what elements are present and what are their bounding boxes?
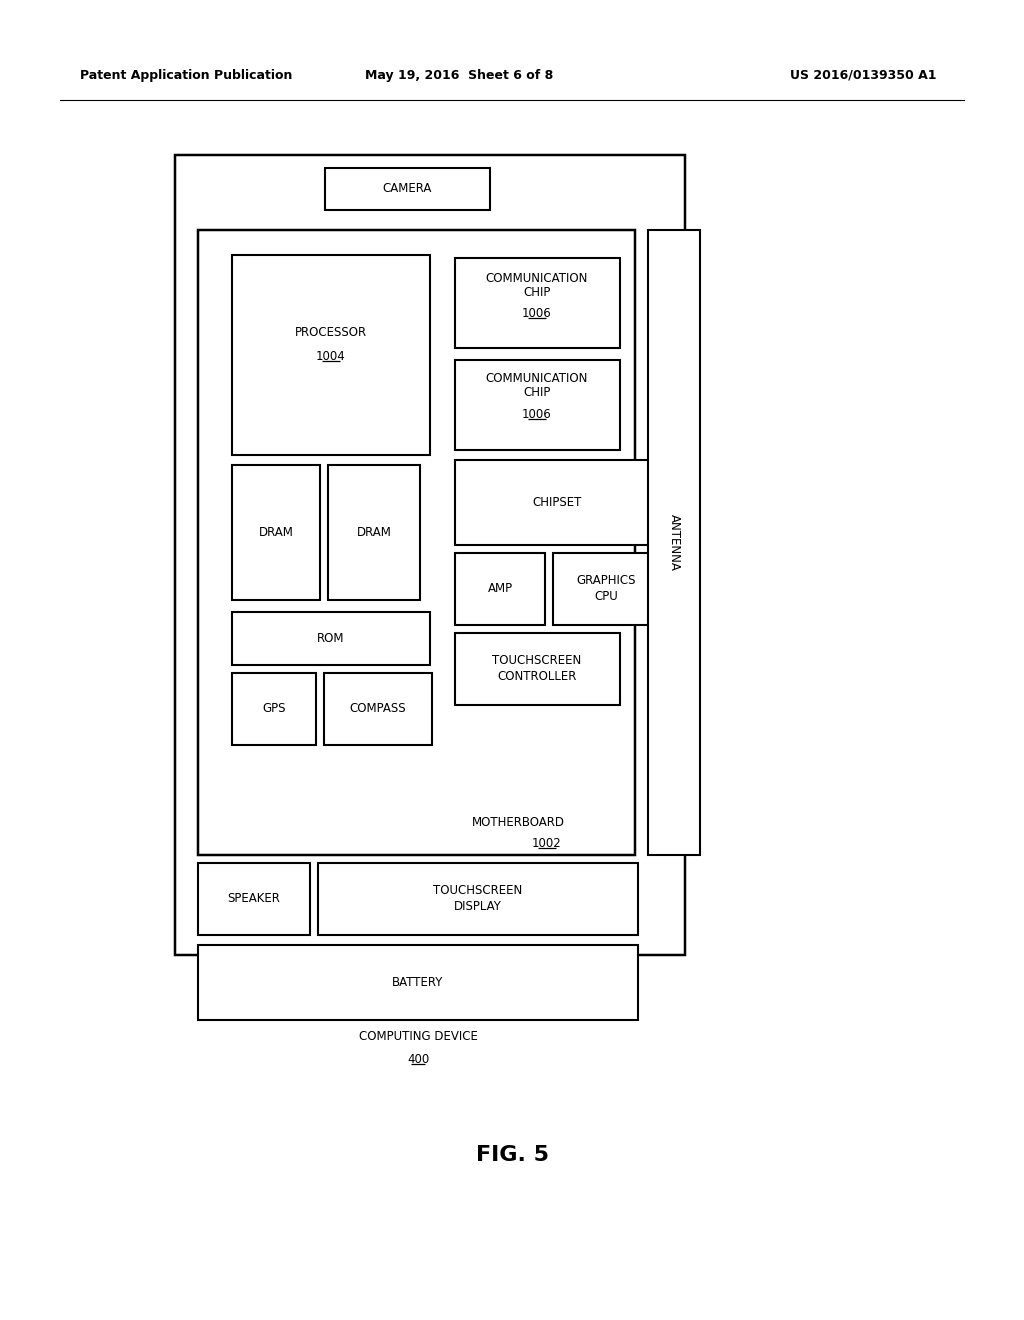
- Text: CONTROLLER: CONTROLLER: [498, 671, 577, 684]
- Text: 1002: 1002: [532, 837, 562, 850]
- Text: Patent Application Publication: Patent Application Publication: [80, 69, 293, 82]
- Bar: [175, 154, 685, 954]
- Text: AMP: AMP: [487, 582, 513, 595]
- Text: 1006: 1006: [522, 308, 552, 319]
- Text: PROCESSOR: PROCESSOR: [295, 326, 367, 338]
- Bar: [232, 612, 430, 665]
- Text: 1004: 1004: [316, 350, 346, 363]
- Bar: [325, 168, 490, 210]
- Bar: [198, 863, 310, 935]
- Bar: [455, 634, 620, 705]
- Text: COMPASS: COMPASS: [349, 702, 407, 715]
- Text: ROM: ROM: [317, 631, 345, 644]
- Text: 400: 400: [407, 1053, 429, 1067]
- Bar: [198, 945, 638, 1020]
- Text: GPS: GPS: [262, 702, 286, 715]
- Text: CHIP: CHIP: [523, 285, 551, 298]
- Text: FIG. 5: FIG. 5: [475, 1144, 549, 1166]
- Text: TOUCHSCREEN: TOUCHSCREEN: [493, 655, 582, 668]
- Text: COMMUNICATION: COMMUNICATION: [485, 372, 588, 385]
- Text: COMMUNICATION: COMMUNICATION: [485, 272, 588, 285]
- Bar: [648, 230, 700, 855]
- Bar: [455, 360, 620, 450]
- Bar: [232, 255, 430, 455]
- Text: DRAM: DRAM: [356, 525, 391, 539]
- Text: MOTHERBOARD: MOTHERBOARD: [472, 817, 565, 829]
- Bar: [455, 553, 545, 624]
- Text: 1006: 1006: [522, 408, 552, 421]
- Bar: [553, 553, 660, 624]
- Text: CPU: CPU: [594, 590, 617, 603]
- Text: COMPUTING DEVICE: COMPUTING DEVICE: [358, 1031, 477, 1044]
- Bar: [232, 465, 319, 601]
- Bar: [455, 459, 660, 545]
- Bar: [455, 257, 620, 348]
- Bar: [232, 673, 316, 744]
- Text: CAMERA: CAMERA: [382, 182, 432, 195]
- Bar: [328, 465, 420, 601]
- Text: TOUCHSCREEN: TOUCHSCREEN: [433, 884, 522, 898]
- Text: ANTENNA: ANTENNA: [668, 513, 681, 570]
- Bar: [198, 230, 635, 855]
- Text: GRAPHICS: GRAPHICS: [577, 574, 636, 587]
- Text: May 19, 2016  Sheet 6 of 8: May 19, 2016 Sheet 6 of 8: [365, 69, 553, 82]
- Bar: [324, 673, 432, 744]
- Text: CHIP: CHIP: [523, 387, 551, 400]
- Text: CHIPSET: CHIPSET: [532, 495, 582, 508]
- Text: DRAM: DRAM: [259, 525, 294, 539]
- Text: US 2016/0139350 A1: US 2016/0139350 A1: [790, 69, 937, 82]
- Text: SPEAKER: SPEAKER: [227, 892, 281, 906]
- Bar: [318, 863, 638, 935]
- Text: DISPLAY: DISPLAY: [454, 900, 502, 913]
- Text: BATTERY: BATTERY: [392, 975, 443, 989]
